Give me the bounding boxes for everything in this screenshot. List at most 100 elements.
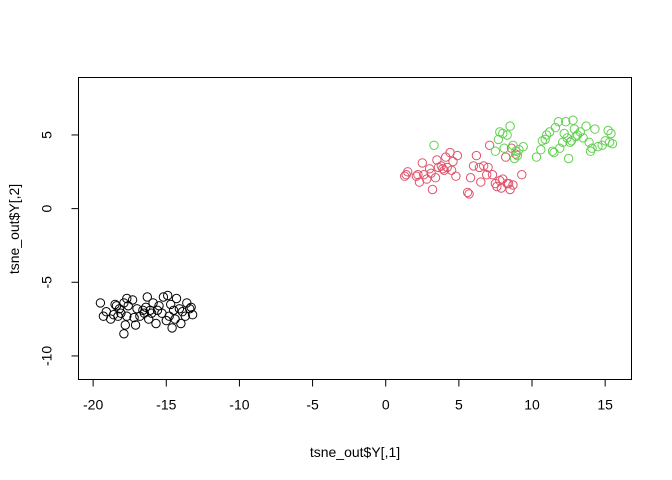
data-point-series-2 [432,155,442,165]
data-point-series-1 [168,305,179,315]
data-point-series-3 [512,150,523,161]
data-point-series-3 [578,133,588,143]
data-point-series-3 [553,117,564,127]
data-point-series-2 [426,168,436,179]
data-point-series-2 [508,180,518,190]
y-tick-label: -5 [39,276,55,289]
x-tick-label: 0 [382,397,390,413]
data-point-series-2 [401,170,411,180]
data-point-series-2 [417,158,427,168]
data-point-series-2 [484,140,495,151]
data-point-series-2 [517,170,527,180]
data-point-series-1 [95,298,106,308]
data-point-series-3 [550,122,561,133]
x-tick-label: -15 [156,397,176,413]
data-point-series-3 [593,142,603,152]
data-point-series-1 [127,295,138,305]
x-axis: -20 -15 -10 -5 0 5 10 15 [83,379,613,413]
data-point-series-1 [180,311,191,321]
x-tick-label: 5 [455,397,463,413]
data-point-series-1 [148,298,158,308]
data-point-series-1 [119,329,129,339]
data-point-series-1 [108,310,119,320]
data-point-series-2 [464,189,474,199]
data-point-series-1 [164,311,174,321]
data-point-series-3 [498,128,508,139]
data-point-series-3 [499,143,509,153]
data-point-series-2 [468,161,479,171]
data-point-series-2 [439,165,449,176]
data-point-series-3 [581,121,591,131]
data-point-series-2 [438,164,448,174]
data-point-series-3 [568,115,578,125]
data-point-series-1 [163,290,173,301]
data-point-series-2 [479,161,489,171]
data-point-series-1 [123,301,133,311]
data-point-series-2 [476,177,486,187]
data-point-series-2 [483,162,493,173]
data-point-series-1 [142,292,153,302]
data-point-series-3 [518,142,528,152]
y-axis: -10 -5 0 5 [39,131,79,366]
data-point-series-2 [465,173,476,183]
data-point-series-1 [130,320,141,330]
data-point-series-3 [606,128,616,139]
data-point-series-1 [129,312,139,323]
data-point-series-3 [584,137,594,148]
data-point-series-2 [502,178,512,189]
data-point-series-3 [536,145,546,155]
y-tick-label: -10 [39,346,55,366]
data-point-series-1 [151,318,161,329]
data-point-series-1 [139,308,150,318]
data-point-series-1 [171,293,182,304]
data-point-series-2 [492,181,502,192]
x-tick-label: -10 [229,397,249,413]
data-point-series-3 [531,152,542,162]
data-point-series-3 [509,153,520,164]
data-point-series-1 [174,304,185,314]
data-point-series-1 [116,308,126,318]
data-point-series-1 [120,320,131,330]
data-point-series-3 [490,146,501,156]
data-point-series-2 [452,150,463,161]
data-point-series-3 [572,130,583,140]
data-point-series-3 [549,147,559,158]
data-point-series-3 [429,140,439,151]
data-point-series-3 [502,130,512,140]
data-point-series-1 [122,311,132,321]
data-point-series-1 [158,292,169,302]
data-point-series-2 [501,152,511,162]
data-point-series-1 [186,302,196,312]
data-point-series-2 [471,150,482,161]
data-point-series-2 [448,156,458,167]
data-point-series-2 [446,165,457,176]
data-point-series-1 [167,323,177,333]
data-point-series-2 [427,184,438,195]
x-axis-label: tsne_out$Y[,1] [310,444,400,460]
data-point-series-1 [146,308,157,318]
data-point-series-2 [462,187,473,198]
data-point-series-1 [110,299,120,310]
data-point-series-1 [122,293,132,304]
data-point-series-3 [561,117,571,127]
data-point-series-2 [451,171,461,181]
data-point-series-3 [603,125,613,136]
y-axis-label: tsne_out$Y[,2] [6,184,22,274]
data-points [95,115,618,339]
x-tick-label: 10 [524,397,540,413]
data-point-series-3 [607,139,618,149]
data-point-series-2 [411,171,422,181]
x-tick-label: -20 [83,397,103,413]
data-point-series-3 [563,153,574,164]
y-tick-label: 0 [39,205,55,213]
data-point-series-1 [144,314,154,324]
x-tick-label: -5 [306,397,319,413]
data-point-series-3 [537,136,547,146]
data-point-series-3 [566,136,577,146]
data-point-series-2 [413,170,423,180]
data-point-series-3 [569,124,580,134]
data-point-series-3 [585,146,596,156]
data-point-series-1 [166,299,176,310]
data-point-series-3 [541,130,552,140]
data-point-series-2 [482,170,492,180]
